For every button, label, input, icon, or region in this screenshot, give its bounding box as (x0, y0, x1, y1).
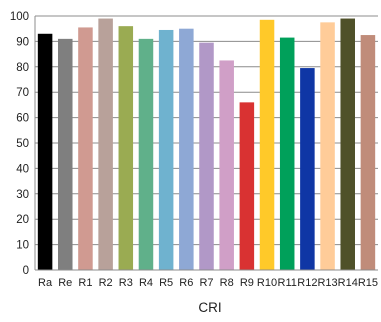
bar-ra (37, 33, 53, 270)
bar-re (58, 38, 73, 270)
y-tick-label: 80 (16, 62, 29, 74)
bar-r6 (179, 28, 194, 271)
x-tick-label: R1 (78, 277, 92, 289)
bars (37, 18, 376, 271)
x-tick-label: R14 (338, 277, 358, 289)
x-tick-label: R9 (240, 277, 254, 289)
y-tick-label: 50 (16, 138, 29, 150)
bar-r4 (138, 38, 154, 270)
y-tick-label: 100 (10, 11, 29, 23)
x-tick-label: R13 (317, 277, 337, 289)
y-tick-label: 10 (16, 240, 29, 252)
y-tick-label: 30 (16, 189, 29, 201)
x-tick-label: R11 (278, 277, 297, 289)
bar-r7 (199, 42, 214, 270)
bar-r2 (98, 18, 113, 271)
bar-r3 (118, 26, 134, 270)
x-axis-label: CRI (198, 300, 221, 315)
x-tick-label: R8 (220, 277, 234, 289)
x-tick-label: R10 (257, 277, 277, 289)
bar-r15 (360, 35, 376, 270)
x-tick-labels: Ra Re R1 R2 R3 R4 R5 R6 R7 R8 R9 R10 R11 R12 R13 R14 R15 (38, 277, 378, 289)
x-tick-label: R2 (99, 277, 113, 289)
bar-r9 (239, 102, 255, 270)
x-tick-label: R4 (139, 277, 153, 289)
bar-r13 (320, 22, 335, 270)
y-tick-labels: 0 10 20 30 40 50 60 70 80 90 100 (10, 11, 29, 277)
y-tick-label: 20 (16, 214, 29, 226)
bar-r10 (259, 19, 275, 271)
axes (34, 16, 378, 271)
x-tick-label: R15 (358, 277, 378, 289)
bar-r8 (219, 60, 234, 271)
x-tick-label: R3 (119, 277, 133, 289)
bar-r5 (158, 29, 174, 270)
x-tick-label: Re (58, 277, 72, 289)
bar-r12 (300, 68, 315, 270)
x-tick-label: Ra (38, 277, 53, 289)
x-tick-label: R7 (199, 277, 213, 289)
bar-r14 (340, 18, 355, 271)
y-tick-label: 40 (16, 163, 29, 175)
x-tick-label: R5 (159, 277, 173, 289)
x-tick-label: R12 (297, 277, 317, 289)
y-tick-label: 70 (16, 87, 29, 99)
x-tick-label: R6 (179, 277, 193, 289)
y-tick-label: 0 (23, 265, 29, 277)
bar-r1 (78, 27, 93, 271)
y-tick-label: 60 (16, 113, 29, 125)
bar-r11 (279, 37, 295, 271)
y-tick-label: 90 (16, 36, 29, 48)
